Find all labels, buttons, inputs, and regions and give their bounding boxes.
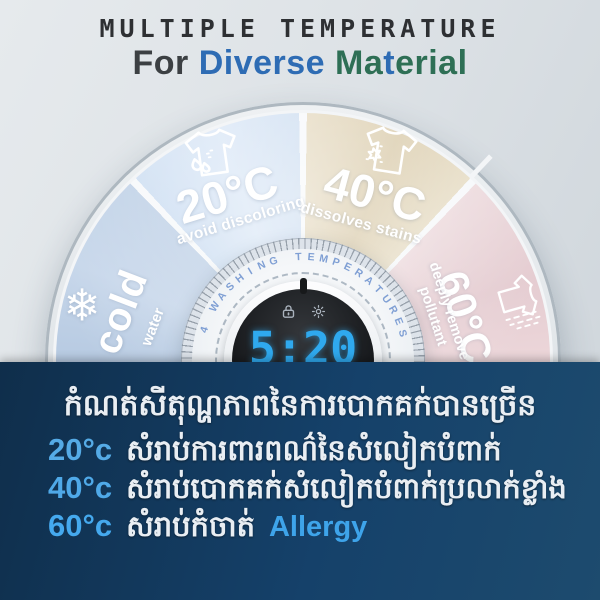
subtitle-word-erial: erial [395,44,468,82]
brightness-icon [311,304,326,324]
tshirt-stain-icon [355,116,426,187]
subtitle-word-diverse: Diverse [198,44,336,82]
footer-heading-khmer: កំណត់សីតុណ្ហភាពនៃការបោកគក់បានច្រើន [63,389,537,422]
snowflake-icon: ❄ [63,281,101,331]
footer-text-40c: សំរាប់បោកគក់សំលៀកបំពាក់ប្រលាក់ខ្លាំង [126,473,567,505]
footer-panel: កំណត់សីតុណ្ហភាពនៃការបោកគក់បានច្រើន 20°c … [0,362,600,600]
arc-letter: E [307,251,316,264]
footer-text-60c: សំរាប់កំចាត់ [126,511,255,543]
lock-icon [281,304,296,324]
tshirt-droplets-icon [177,118,247,188]
footer-row-40c: 40°c សំរាប់បោកគក់សំលៀកបំពាក់ប្រលាក់ខ្លាំ… [48,470,567,513]
footer-text-20c: សំរាប់ការពារពណ៌នៃសំលៀកបំពាក់ [126,435,502,467]
subtitle-word-ma: Ma [335,44,384,82]
page-title: MULTIPLE TEMPERATURE [99,14,501,43]
footer-temp-20c: 20°c [48,432,113,467]
subtitle-word-for: For [132,44,199,82]
dial-pointer-notch [300,278,307,294]
subtitle-word-t: t [383,44,396,82]
arc-letter: T [294,250,302,264]
tshirt-steam-icon [483,266,552,335]
footer-row-20c: 20°c សំរាប់ការពារពណ៌នៃសំលៀកបំពាក់ [48,432,502,475]
footer-temp-60c: 60°c [48,508,113,543]
footer-row-60c: 60°c សំរាប់កំចាត់ Allergy [48,508,367,551]
footer-allergy-label: Allergy [268,511,368,543]
page-subtitle: For Diverse Material [0,44,600,83]
footer-temp-40c: 40°c [48,470,113,505]
